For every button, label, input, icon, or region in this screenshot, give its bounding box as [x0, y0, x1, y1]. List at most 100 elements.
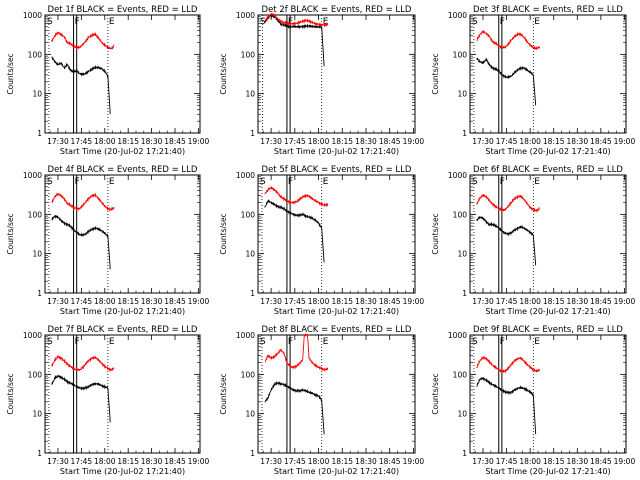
flare-marker-label: F: [75, 337, 80, 347]
y-tick-label: 1000: [236, 331, 255, 340]
end-marker-label: E: [109, 337, 115, 347]
y-tick-label: 10: [32, 90, 42, 99]
panel-5: Det 5f BLACK = Events, RED = LLD 1 10 100 10…: [219, 165, 424, 316]
lld-series-line: [264, 12, 329, 28]
plot-frame: [257, 14, 416, 134]
panel-title: Det 9f BLACK = Events, RED = LLD: [473, 325, 623, 335]
x-tick-label: 18:45: [164, 297, 186, 306]
flare-marker-label: F: [288, 17, 293, 27]
y-tick-label: 10: [457, 410, 467, 419]
x-tick-label: 17:45: [71, 457, 93, 466]
y-tick-label: 10: [32, 410, 42, 419]
panel-title: Det 4f BLACK = Events, RED = LLD: [48, 165, 198, 175]
end-marker-label: E: [323, 177, 329, 187]
x-axis-label: Start Time (20-Jul-02 17:21:40): [485, 307, 610, 316]
y-tick-label: 10: [457, 90, 467, 99]
plot-frame: [44, 174, 201, 294]
x-tick-label: 18:45: [590, 297, 612, 306]
x-tick-label: 18:30: [141, 297, 163, 306]
start-marker-label: S: [47, 337, 53, 347]
x-tick-label: 18:45: [379, 297, 401, 306]
x-tick-label: 18:30: [355, 137, 377, 146]
y-axis-label: Counts/sec: [219, 213, 228, 254]
y-tick-label: 1: [250, 289, 255, 298]
panel-title: Det 2f BLACK = Events, RED = LLD: [262, 5, 412, 15]
panel-6: Det 6f BLACK = Events, RED = LLD 1 10 100 10…: [431, 165, 635, 316]
x-tick-label: 17:45: [284, 137, 306, 146]
y-tick-label: 10: [245, 250, 255, 259]
events-series-line: [264, 199, 325, 263]
events-series-line: [476, 57, 537, 106]
y-tick-label: 100: [28, 370, 43, 379]
start-marker-label: S: [260, 337, 266, 347]
x-tick-label: 18:45: [164, 457, 186, 466]
y-tick-label: 1: [37, 129, 42, 138]
x-tick-label: 18:00: [519, 297, 541, 306]
x-tick-label: 18:15: [331, 297, 353, 306]
x-tick-label: 18:30: [566, 137, 588, 146]
y-axis-label: Counts/sec: [6, 53, 15, 94]
x-tick-label: 17:30: [260, 297, 282, 306]
y-tick-label: 10: [457, 250, 467, 259]
y-tick-label: 100: [453, 210, 468, 219]
events-series-line: [51, 214, 111, 270]
y-tick-label: 1: [250, 129, 255, 138]
plot-frame: [44, 334, 201, 454]
x-tick-label: 17:30: [47, 297, 69, 306]
x-tick-label: 18:30: [141, 457, 163, 466]
plot-frame: [469, 334, 627, 454]
x-tick-label: 18:15: [117, 137, 139, 146]
x-axis-label: Start Time (20-Jul-02 17:21:40): [274, 307, 399, 316]
x-tick-label: 18:15: [543, 137, 565, 146]
start-marker-label: S: [47, 177, 53, 187]
flare-marker-label: F: [75, 17, 80, 27]
x-tick-label: 18:45: [379, 457, 401, 466]
y-tick-label: 100: [453, 370, 468, 379]
panel-title: Det 5f BLACK = Events, RED = LLD: [262, 165, 412, 175]
y-tick-label: 1: [462, 289, 467, 298]
x-tick-label: 19:00: [188, 297, 210, 306]
x-tick-label: 18:15: [331, 457, 353, 466]
end-marker-label: E: [109, 177, 115, 187]
x-tick-label: 18:30: [566, 457, 588, 466]
x-tick-label: 18:15: [117, 457, 139, 466]
end-marker-label: E: [109, 17, 115, 27]
y-tick-label: 10: [245, 410, 255, 419]
y-axis-label: Counts/sec: [431, 53, 440, 94]
y-tick-label: 1: [462, 129, 467, 138]
x-tick-label: 18:00: [308, 137, 330, 146]
x-tick-label: 18:15: [543, 457, 565, 466]
panel-9: Det 9f BLACK = Events, RED = LLD 1 10 100 10…: [431, 325, 635, 476]
y-tick-label: 1000: [23, 11, 42, 20]
x-tick-label: 19:00: [403, 137, 425, 146]
x-axis-label: Start Time (20-Jul-02 17:21:40): [274, 147, 399, 156]
x-tick-label: 19:00: [614, 297, 636, 306]
x-tick-label: 18:15: [331, 137, 353, 146]
lld-series-line: [476, 355, 541, 374]
lld-series-line: [264, 333, 329, 372]
events-series-line: [51, 56, 111, 115]
x-tick-label: 18:00: [519, 137, 541, 146]
start-marker-label: S: [472, 17, 478, 27]
plot-frame: [257, 334, 416, 454]
lld-series-line: [51, 31, 115, 51]
plot-frame: [44, 14, 201, 134]
flare-marker-label: F: [75, 177, 80, 187]
flare-marker-label: F: [500, 17, 505, 27]
start-marker-label: S: [260, 177, 266, 187]
y-tick-label: 100: [241, 50, 256, 59]
x-tick-label: 18:45: [590, 137, 612, 146]
x-tick-label: 18:15: [543, 297, 565, 306]
x-axis-label: Start Time (20-Jul-02 17:21:40): [60, 307, 185, 316]
events-series-line: [476, 377, 537, 435]
plot-frame: [469, 14, 627, 134]
x-tick-label: 17:30: [472, 297, 494, 306]
y-tick-label: 100: [453, 50, 468, 59]
flare-marker-label: F: [288, 177, 293, 187]
x-axis-label: Start Time (20-Jul-02 17:21:40): [274, 467, 399, 476]
plot-frame: [257, 174, 416, 294]
panel-title: Det 8f BLACK = Events, RED = LLD: [262, 325, 412, 335]
events-series-line: [264, 381, 325, 435]
start-marker-label: S: [260, 17, 266, 27]
x-tick-label: 17:45: [284, 297, 306, 306]
